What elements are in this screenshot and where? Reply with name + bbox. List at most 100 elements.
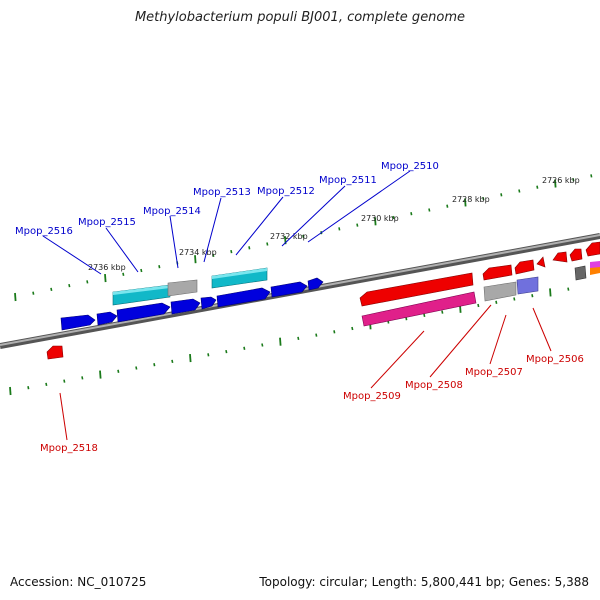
gene-arrow[interactable]: [96, 311, 118, 326]
scale-tick: [32, 291, 35, 295]
scale-tick: [518, 189, 521, 193]
gene-arrow[interactable]: [46, 345, 64, 360]
gene-arrow[interactable]: [116, 302, 171, 323]
map-title: Methylobacterium populi BJ001, complete …: [134, 10, 466, 25]
accession-text: Accession: NC_010725: [10, 575, 147, 589]
gene-arrow[interactable]: [307, 277, 324, 291]
leader-line: [281, 185, 346, 247]
gene-arrow[interactable]: [170, 298, 201, 315]
scale-label-2734: 2734 kbp: [179, 248, 217, 257]
scale-tick: [86, 280, 89, 284]
gene-label-mpop-2518[interactable]: Mpop_2518: [40, 443, 98, 454]
scale-tick: [554, 179, 557, 188]
scale-tick: [68, 283, 71, 288]
purple-feature[interactable]: [516, 276, 539, 295]
gene-arrow[interactable]: [270, 281, 308, 298]
scale-tick: [248, 246, 251, 250]
scale-tick: [117, 369, 120, 373]
leader-line: [429, 304, 492, 378]
scale-tick: [207, 353, 210, 357]
scale-tick: [135, 366, 138, 370]
scale-labels: 2726 kbp 2728 kbp 2730 kbp 2732 kbp 2734…: [88, 176, 580, 272]
reverse-gene-labels: Mpop_2509 Mpop_2508 Mpop_2507 Mpop_2506 …: [40, 304, 584, 454]
gene-label-mpop-2507[interactable]: Mpop_2507: [465, 367, 523, 378]
gene-label-mpop-2515[interactable]: Mpop_2515: [78, 217, 136, 228]
forward-gene-labels: Mpop_2516 Mpop_2515 Mpop_2514 Mpop_2513 …: [15, 161, 439, 275]
scale-tick: [81, 376, 84, 380]
scale-tick: [315, 333, 318, 337]
scale-tick: [122, 272, 125, 276]
gene-arrow[interactable]: [536, 256, 546, 268]
gene-label-mpop-2508[interactable]: Mpop_2508: [405, 380, 463, 391]
scale-tick: [153, 363, 156, 367]
gene-arrow[interactable]: [514, 259, 535, 275]
scale-tick: [590, 174, 593, 178]
gene-arrow[interactable]: [552, 251, 568, 263]
magenta-feature[interactable]: [361, 291, 477, 327]
scale-tick: [243, 346, 246, 350]
scale-tick: [356, 223, 359, 227]
gene-arrow[interactable]: [585, 241, 600, 257]
scale-tick: [230, 249, 233, 254]
orange-feature-edge[interactable]: [590, 267, 600, 275]
scale-tick: [482, 196, 485, 201]
scale-tick: [333, 330, 336, 334]
gene-label-mpop-2510[interactable]: Mpop_2510: [381, 161, 439, 172]
dark-grey-feature[interactable]: [574, 265, 587, 281]
leader-line: [169, 215, 179, 269]
scale-tick: [477, 303, 480, 308]
scale-tick: [392, 215, 395, 220]
leader-line: [370, 330, 425, 389]
leader-line: [105, 227, 139, 273]
scale-tick: [158, 265, 161, 269]
scale-tick: [428, 208, 431, 212]
grey-feature[interactable]: [167, 279, 198, 297]
scale-tick: [423, 313, 426, 318]
scale-tick: [302, 234, 305, 239]
cyan-feature-top: [113, 285, 170, 295]
gene-arrow[interactable]: [200, 296, 217, 310]
gene-label-mpop-2513[interactable]: Mpop_2513: [193, 187, 251, 198]
scale-label-2736: 2736 kbp: [88, 263, 126, 272]
scale-tick: [338, 227, 341, 231]
gene-arrow[interactable]: [569, 248, 583, 262]
scale-tick: [27, 386, 30, 390]
scale-tick: [405, 317, 408, 321]
gene-label-mpop-2506[interactable]: Mpop_2506: [526, 354, 584, 365]
scale-tick: [189, 354, 192, 363]
gene-label-mpop-2509[interactable]: Mpop_2509: [343, 391, 401, 402]
genome-summary-text: Topology: circular; Length: 5,800,441 bp…: [259, 575, 589, 589]
gene-label-mpop-2511[interactable]: Mpop_2511: [319, 175, 377, 186]
grey-feature[interactable]: [483, 281, 517, 302]
scale-tick: [297, 336, 300, 341]
scale-tick: [495, 300, 498, 304]
gene-arrow[interactable]: [216, 287, 271, 308]
gene-label-mpop-2516[interactable]: Mpop_2516: [15, 226, 73, 237]
cyan-feature-top: [212, 268, 267, 279]
scale-tick: [212, 253, 215, 258]
leader-line: [532, 307, 552, 352]
scale-label-2732: 2732 kbp: [270, 232, 308, 241]
scale-tick: [225, 349, 228, 354]
scale-label-2726: 2726 kbp: [542, 176, 580, 185]
scale-tick: [572, 178, 575, 182]
gene-arrow[interactable]: [359, 272, 474, 307]
gene-label-mpop-2514[interactable]: Mpop_2514: [143, 206, 201, 217]
gene-arrow[interactable]: [482, 264, 513, 281]
leader-line: [235, 196, 284, 256]
gene-label-mpop-2512[interactable]: Mpop_2512: [257, 186, 315, 197]
scale-tick: [171, 359, 174, 364]
scale-tick: [45, 382, 48, 387]
scale-tick: [410, 212, 413, 216]
scale-tick: [104, 274, 107, 283]
scale-tick: [374, 217, 377, 226]
scale-tick: [464, 198, 467, 207]
gene-arrow[interactable]: [60, 314, 96, 331]
forward-strand-features: [60, 267, 324, 331]
scale-label-2728: 2728 kbp: [452, 195, 490, 204]
scale-tick: [441, 310, 444, 314]
scale-tick: [14, 292, 17, 302]
scale-tick: [500, 193, 503, 197]
scale-tick: [63, 379, 66, 383]
